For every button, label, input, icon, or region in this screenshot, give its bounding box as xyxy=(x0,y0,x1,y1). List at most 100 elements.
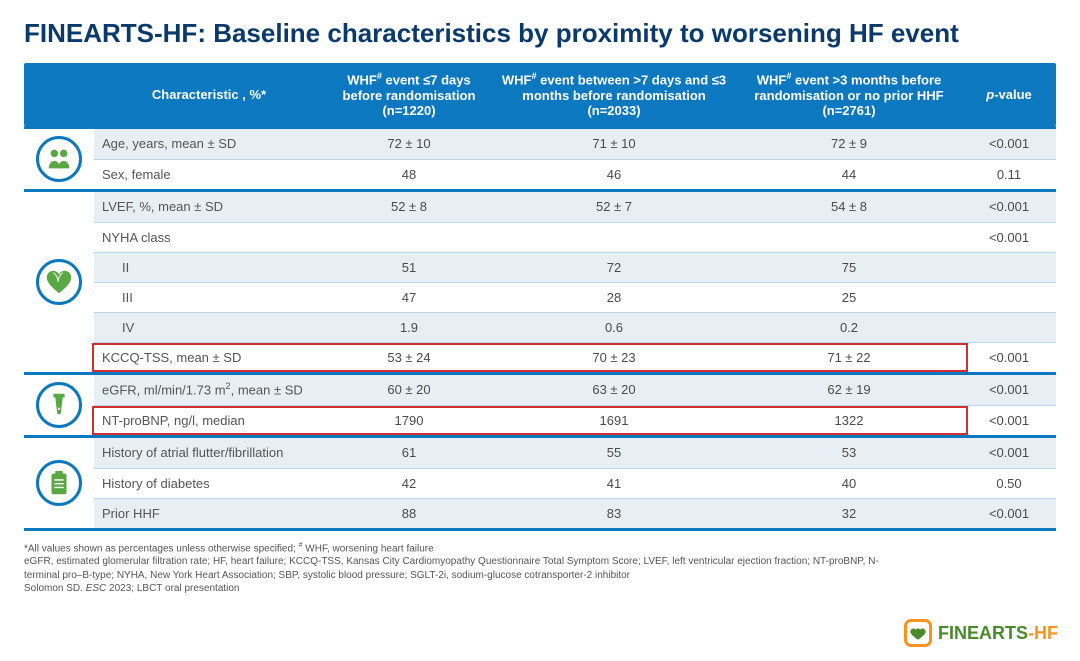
header-pvalue: p-value xyxy=(964,79,1054,110)
table-row: History of atrial flutter/fibrillation61… xyxy=(94,438,1056,468)
page-title: FINEARTS-HF: Baseline characteristics by… xyxy=(24,18,1056,49)
cell-g1: 1790 xyxy=(324,409,494,432)
cell-characteristic: History of diabetes xyxy=(94,472,324,495)
cell-g2: 0.6 xyxy=(494,316,734,339)
table-row: IV1.90.60.2 xyxy=(94,312,1056,342)
cell-g1: 72 ± 10 xyxy=(324,132,494,155)
cell-g1: 1.9 xyxy=(324,316,494,339)
header-characteristic: Characteristic , %* xyxy=(94,79,324,110)
cell-g2: 83 xyxy=(494,502,734,525)
cell-characteristic: KCCQ-TSS, mean ± SD xyxy=(94,346,324,369)
cell-characteristic: eGFR, ml/min/1.73 m2, mean ± SD xyxy=(94,377,324,401)
cell-g2: 70 ± 23 xyxy=(494,346,734,369)
table-section: Age, years, mean ± SD72 ± 1071 ± 1072 ± … xyxy=(24,126,1056,189)
cell-g2: 55 xyxy=(494,441,734,464)
heart-icon xyxy=(36,259,82,305)
cell-g3: 32 xyxy=(734,502,964,525)
cell-g2: 63 ± 20 xyxy=(494,378,734,401)
cell-pvalue: <0.001 xyxy=(964,441,1054,464)
cell-g1: 60 ± 20 xyxy=(324,378,494,401)
cell-pvalue: <0.001 xyxy=(964,502,1054,525)
cell-g3: 40 xyxy=(734,472,964,495)
cell-g2: 46 xyxy=(494,163,734,186)
cell-g3: 1322 xyxy=(734,409,964,432)
table-row: LVEF, %, mean ± SD52 ± 852 ± 754 ± 8<0.0… xyxy=(94,192,1056,222)
header-group2: WHF# event between >7 days and ≤3 months… xyxy=(494,63,734,125)
cell-g3: 72 ± 9 xyxy=(734,132,964,155)
cell-characteristic: Prior HHF xyxy=(94,502,324,525)
cell-g2: 1691 xyxy=(494,409,734,432)
table-section: eGFR, ml/min/1.73 m2, mean ± SD60 ± 2063… xyxy=(24,372,1056,435)
cell-g3: 75 xyxy=(734,256,964,279)
table-section: LVEF, %, mean ± SD52 ± 852 ± 754 ± 8<0.0… xyxy=(24,189,1056,372)
cell-characteristic: III xyxy=(94,286,324,309)
table-row: II517275 xyxy=(94,252,1056,282)
cell-g1: 42 xyxy=(324,472,494,495)
cell-g1: 53 ± 24 xyxy=(324,346,494,369)
cell-characteristic: NYHA class xyxy=(94,226,324,249)
footnote-line: *All values shown as percentages unless … xyxy=(24,541,904,556)
table-row: Prior HHF888332<0.001 xyxy=(94,498,1056,528)
tube-icon xyxy=(36,382,82,428)
cell-g3: 0.2 xyxy=(734,316,964,339)
table-row: NYHA class <0.001 xyxy=(94,222,1056,252)
cell-pvalue xyxy=(964,263,1054,271)
cell-g3: 71 ± 22 xyxy=(734,346,964,369)
baseline-table: Characteristic , %* WHF# event ≤7 days b… xyxy=(24,63,1056,530)
cell-g3 xyxy=(734,233,964,241)
cell-g1: 48 xyxy=(324,163,494,186)
cell-g2: 71 ± 10 xyxy=(494,132,734,155)
cell-characteristic: Sex, female xyxy=(94,163,324,186)
cell-g1: 51 xyxy=(324,256,494,279)
footnote-line: Solomon SD. ESC 2023; LBCT oral presenta… xyxy=(24,582,904,596)
cell-pvalue: <0.001 xyxy=(964,132,1054,155)
finearts-logo: FINEARTS-HF xyxy=(904,619,1058,647)
cell-g1: 88 xyxy=(324,502,494,525)
cell-pvalue: 0.50 xyxy=(964,472,1054,495)
cell-characteristic: NT-proBNP, ng/l, median xyxy=(94,409,324,432)
cell-g2: 41 xyxy=(494,472,734,495)
cell-g2: 28 xyxy=(494,286,734,309)
cell-g3: 53 xyxy=(734,441,964,464)
cell-g1: 61 xyxy=(324,441,494,464)
cell-g2: 52 ± 7 xyxy=(494,195,734,218)
cell-characteristic: II xyxy=(94,256,324,279)
table-row: NT-proBNP, ng/l, median179016911322<0.00… xyxy=(94,405,1056,435)
cell-characteristic: IV xyxy=(94,316,324,339)
cell-pvalue: <0.001 xyxy=(964,195,1054,218)
cell-pvalue: 0.11 xyxy=(964,163,1054,186)
cell-g2 xyxy=(494,233,734,241)
header-group3: WHF# event >3 months before randomisatio… xyxy=(734,63,964,125)
cell-pvalue: <0.001 xyxy=(964,226,1054,249)
table-row: KCCQ-TSS, mean ± SD53 ± 2470 ± 2371 ± 22… xyxy=(94,342,1056,372)
people-icon xyxy=(36,136,82,182)
cell-characteristic: LVEF, %, mean ± SD xyxy=(94,195,324,218)
cell-pvalue: <0.001 xyxy=(964,346,1054,369)
cell-g1 xyxy=(324,233,494,241)
table-row: III472825 xyxy=(94,282,1056,312)
cell-pvalue: <0.001 xyxy=(964,409,1054,432)
cell-characteristic: History of atrial flutter/fibrillation xyxy=(94,441,324,464)
header-group1: WHF# event ≤7 days before randomisation … xyxy=(324,63,494,125)
table-row: Sex, female4846440.11 xyxy=(94,159,1056,189)
clipboard-icon xyxy=(36,460,82,506)
cell-g3: 62 ± 19 xyxy=(734,378,964,401)
cell-pvalue: <0.001 xyxy=(964,378,1054,401)
cell-characteristic: Age, years, mean ± SD xyxy=(94,132,324,155)
table-row: Age, years, mean ± SD72 ± 1071 ± 1072 ± … xyxy=(94,129,1056,159)
cell-g1: 52 ± 8 xyxy=(324,195,494,218)
cell-g1: 47 xyxy=(324,286,494,309)
cell-pvalue xyxy=(964,293,1054,301)
table-section: History of atrial flutter/fibrillation61… xyxy=(24,435,1056,531)
cell-g3: 44 xyxy=(734,163,964,186)
cell-g3: 25 xyxy=(734,286,964,309)
heart-icon xyxy=(904,619,932,647)
footnotes: *All values shown as percentages unless … xyxy=(24,541,904,596)
table-row: eGFR, ml/min/1.73 m2, mean ± SD60 ± 2063… xyxy=(94,375,1056,405)
table-row: History of diabetes4241400.50 xyxy=(94,468,1056,498)
cell-g2: 72 xyxy=(494,256,734,279)
cell-pvalue xyxy=(964,323,1054,331)
cell-g3: 54 ± 8 xyxy=(734,195,964,218)
table-header-row: Characteristic , %* WHF# event ≤7 days b… xyxy=(24,63,1056,125)
footnote-line: eGFR, estimated glomerular filtration ra… xyxy=(24,555,904,582)
